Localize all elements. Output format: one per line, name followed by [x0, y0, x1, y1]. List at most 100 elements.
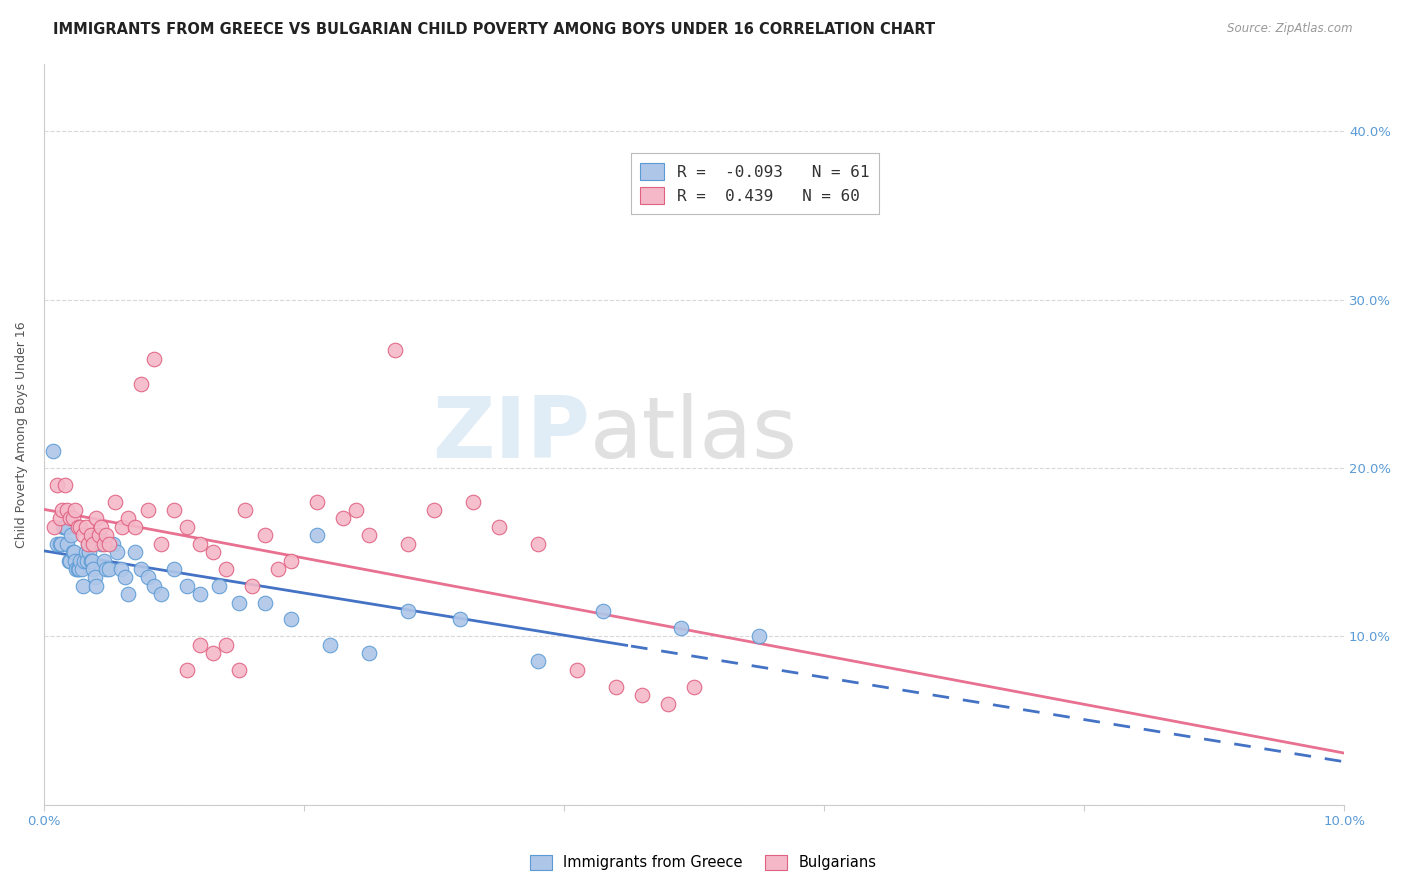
Point — [58, 553, 80, 567]
Point — [98, 562, 121, 576]
Point — [136, 503, 159, 517]
Text: ZIP: ZIP — [432, 392, 591, 475]
Point — [669, 621, 692, 635]
Point — [150, 537, 173, 551]
Point — [114, 570, 136, 584]
Point — [46, 477, 69, 491]
Point — [87, 528, 110, 542]
Point — [267, 562, 290, 576]
Point — [70, 562, 93, 576]
Point — [84, 511, 107, 525]
Point — [253, 596, 276, 610]
Point — [82, 562, 104, 576]
Point — [66, 562, 89, 576]
Point — [527, 537, 550, 551]
Point — [67, 562, 90, 576]
Point — [488, 520, 510, 534]
Point — [228, 596, 250, 610]
Point — [80, 528, 103, 542]
Point — [461, 494, 484, 508]
Point — [83, 570, 105, 584]
Point — [631, 688, 654, 702]
Point — [305, 494, 328, 508]
Point — [143, 351, 166, 366]
Point — [117, 511, 139, 525]
Text: Source: ZipAtlas.com: Source: ZipAtlas.com — [1227, 22, 1353, 36]
Point — [44, 520, 66, 534]
Point — [215, 562, 238, 576]
Point — [60, 528, 83, 542]
Text: IMMIGRANTS FROM GREECE VS BULGARIAN CHILD POVERTY AMONG BOYS UNDER 16 CORRELATIO: IMMIGRANTS FROM GREECE VS BULGARIAN CHIL… — [53, 22, 935, 37]
Point — [143, 579, 166, 593]
Point — [176, 579, 198, 593]
Point — [110, 562, 132, 576]
Point — [93, 537, 115, 551]
Point — [69, 520, 91, 534]
Point — [240, 579, 263, 593]
Point — [82, 537, 104, 551]
Text: atlas: atlas — [591, 392, 799, 475]
Point — [72, 579, 94, 593]
Point — [235, 503, 257, 517]
Point — [124, 545, 146, 559]
Point — [449, 612, 471, 626]
Point — [565, 663, 588, 677]
Point — [65, 562, 87, 576]
Point — [56, 503, 79, 517]
Point — [53, 520, 76, 534]
Point — [46, 537, 69, 551]
Point — [96, 528, 118, 542]
Point — [605, 680, 627, 694]
Point — [188, 638, 211, 652]
Point — [396, 537, 419, 551]
Point — [136, 570, 159, 584]
Point — [48, 537, 70, 551]
Point — [280, 612, 302, 626]
Point — [80, 553, 103, 567]
Point — [176, 520, 198, 534]
Point — [93, 553, 115, 567]
Point — [305, 528, 328, 542]
Point — [163, 562, 186, 576]
Point — [55, 520, 77, 534]
Point — [188, 587, 211, 601]
Point — [163, 503, 186, 517]
Point — [72, 528, 94, 542]
Point — [117, 587, 139, 601]
Y-axis label: Child Poverty Among Boys Under 16: Child Poverty Among Boys Under 16 — [15, 321, 28, 548]
Point — [77, 537, 100, 551]
Point — [150, 587, 173, 601]
Point — [384, 343, 406, 358]
Point — [69, 553, 91, 567]
Point — [96, 562, 118, 576]
Point — [357, 528, 380, 542]
Point — [63, 553, 86, 567]
Point — [62, 511, 84, 525]
Point — [77, 537, 100, 551]
Point — [80, 553, 103, 567]
Point — [75, 520, 97, 534]
Point — [49, 537, 72, 551]
Point — [56, 537, 79, 551]
Point — [396, 604, 419, 618]
Point — [357, 646, 380, 660]
Point — [131, 562, 153, 576]
Point — [657, 697, 679, 711]
Point — [76, 553, 98, 567]
Point — [131, 376, 153, 391]
Point — [84, 579, 107, 593]
Point — [59, 553, 82, 567]
Point — [75, 545, 97, 559]
Point — [52, 520, 75, 534]
Point — [683, 680, 706, 694]
Point — [90, 537, 112, 551]
Point — [98, 537, 121, 551]
Point — [66, 520, 89, 534]
Point — [201, 646, 224, 660]
Point — [62, 545, 84, 559]
Point — [344, 503, 367, 517]
Point — [105, 545, 128, 559]
Point — [280, 553, 302, 567]
Legend: Immigrants from Greece, Bulgarians: Immigrants from Greece, Bulgarians — [524, 848, 882, 876]
Point — [87, 528, 110, 542]
